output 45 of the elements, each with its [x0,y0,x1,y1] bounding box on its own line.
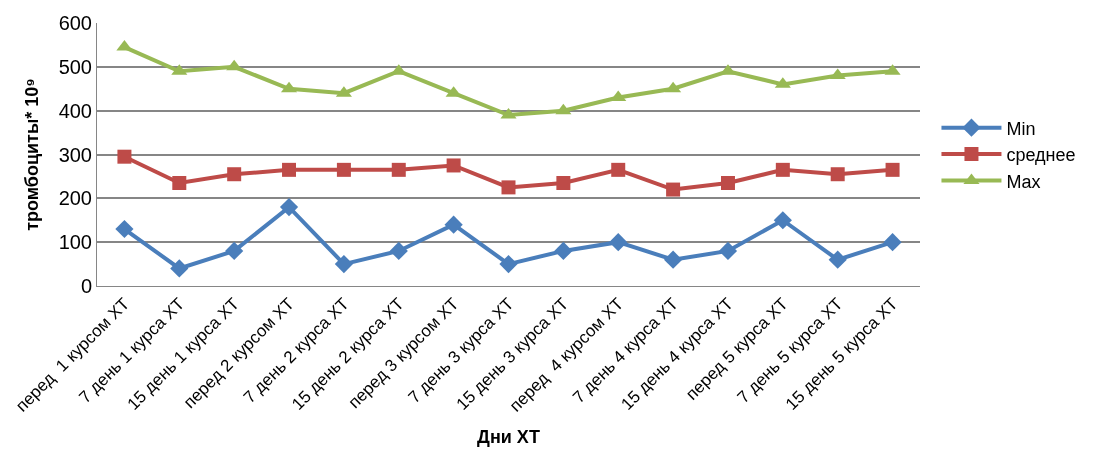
point [336,162,351,177]
point [227,167,242,182]
point [501,180,516,195]
point [829,68,846,80]
point [282,162,297,177]
point [718,241,738,261]
point [117,149,132,164]
point [444,215,463,234]
point [664,250,683,269]
legend-label: Min [1006,118,1036,139]
y-tick-label: 100 [58,231,92,254]
y-tick-label: 500 [58,55,92,78]
point [225,241,244,261]
point [389,241,408,261]
point [334,254,353,274]
point [446,158,461,173]
point [666,182,681,197]
y-tick-label: 400 [58,99,92,122]
point [665,81,682,93]
y-tick-label: 0 [80,275,92,297]
point [885,162,900,177]
x-axis-title: Дни ХТ [477,426,540,447]
legend-label: Max [1006,171,1041,192]
point [773,211,792,230]
point [170,259,189,278]
point [172,175,187,190]
y-axis-title: тромбоциты* 10⁹ [21,78,42,231]
point [611,162,626,177]
point [115,219,134,239]
y-tick-label: 200 [58,187,92,210]
point [555,103,572,115]
y-tick-label: 600 [58,12,92,34]
point [556,175,571,190]
point [830,167,845,182]
legend-label: среднее [1006,145,1076,166]
point [279,198,299,217]
point [720,175,735,190]
point [391,162,406,177]
y-tick-label: 300 [58,143,92,166]
point [883,233,902,252]
point [828,250,847,269]
point [499,254,518,274]
point [554,241,573,261]
point [609,233,628,252]
point [775,162,790,177]
